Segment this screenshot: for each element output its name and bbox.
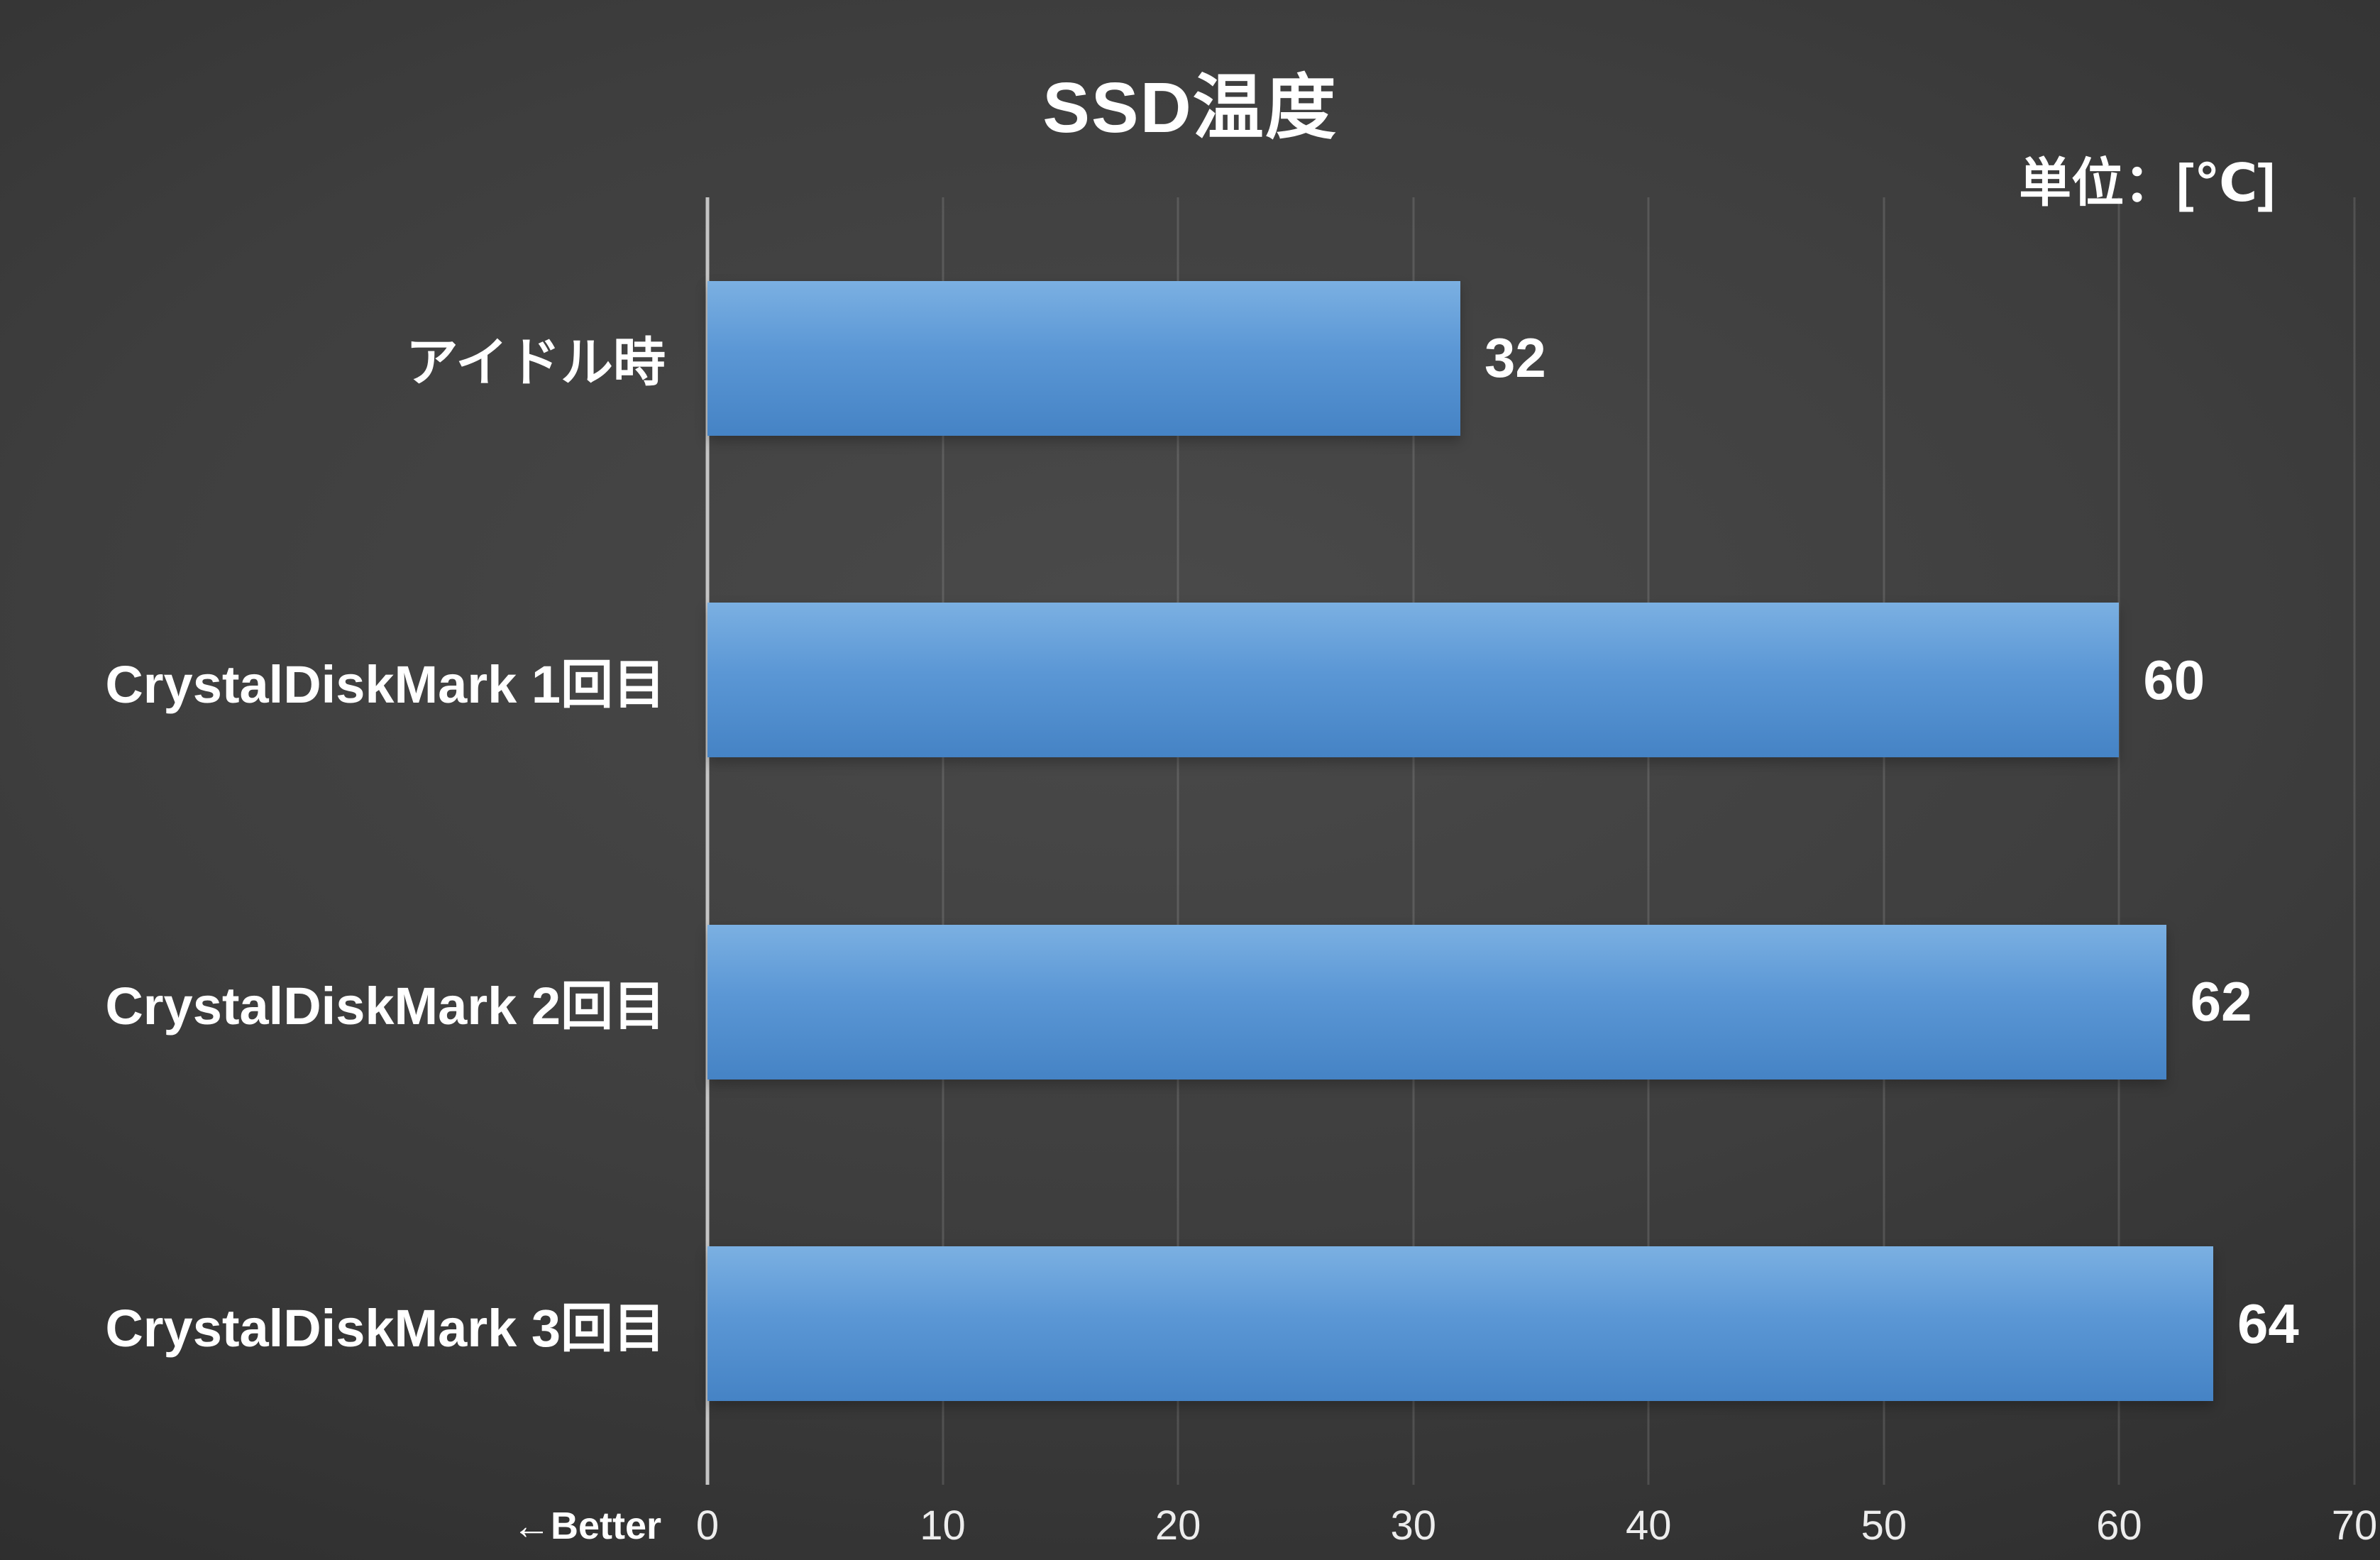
bar-value-label: 64 xyxy=(2237,1292,2299,1355)
category-label: CrystalDiskMark 3回目 xyxy=(105,1298,666,1358)
gridline xyxy=(1883,197,1885,1485)
x-axis-ticks: 0 10 20 30 40 50 60 70 xyxy=(696,1499,2377,1553)
bar-row: 62 xyxy=(707,841,2354,1163)
gridline xyxy=(1412,197,1415,1485)
bar-value-label: 62 xyxy=(2190,970,2252,1033)
gridline xyxy=(1647,197,1650,1485)
bar-row: 60 xyxy=(707,520,2354,842)
x-tick-label: 10 xyxy=(920,1503,966,1549)
bar xyxy=(707,280,1461,436)
better-label: ←Better xyxy=(512,1505,661,1547)
category-label: アイドル時 xyxy=(405,333,666,392)
x-tick-label: 70 xyxy=(2331,1503,2378,1549)
bar-row: 64 xyxy=(707,1163,2354,1485)
x-tick-label: 40 xyxy=(1626,1503,1672,1549)
gridline xyxy=(2117,197,2120,1485)
gridline xyxy=(1177,197,1179,1485)
unit-label: 単位：[℃] xyxy=(2019,153,2275,212)
category-label: CrystalDiskMark 1回目 xyxy=(105,654,666,714)
category-label: CrystalDiskMark 2回目 xyxy=(105,977,666,1036)
bar-value-label: 32 xyxy=(1484,326,1546,390)
bar xyxy=(707,1246,2214,1402)
gridline xyxy=(942,197,944,1485)
x-tick-label: 60 xyxy=(2096,1503,2142,1549)
bar xyxy=(707,603,2120,758)
y-axis-line xyxy=(705,197,710,1485)
gridline xyxy=(2353,197,2356,1485)
x-tick-label: 50 xyxy=(1861,1503,1907,1549)
x-tick-label: 20 xyxy=(1155,1503,1201,1549)
bar-row: 32 xyxy=(707,197,2354,520)
gridlines-layer xyxy=(705,197,2356,1485)
bar xyxy=(707,924,2166,1080)
x-tick-label: 30 xyxy=(1390,1503,1436,1549)
category-labels: アイドル時 CrystalDiskMark 1回目 CrystalDiskMark … xyxy=(0,197,674,1485)
bars-layer: 32 60 62 64 xyxy=(707,197,2354,1485)
chart-title: SSD温度 xyxy=(1042,68,1338,148)
bar-value-label: 60 xyxy=(2143,648,2205,711)
x-tick-label: 0 xyxy=(695,1503,720,1549)
plot-area: 32 60 62 64 xyxy=(705,197,2356,1485)
